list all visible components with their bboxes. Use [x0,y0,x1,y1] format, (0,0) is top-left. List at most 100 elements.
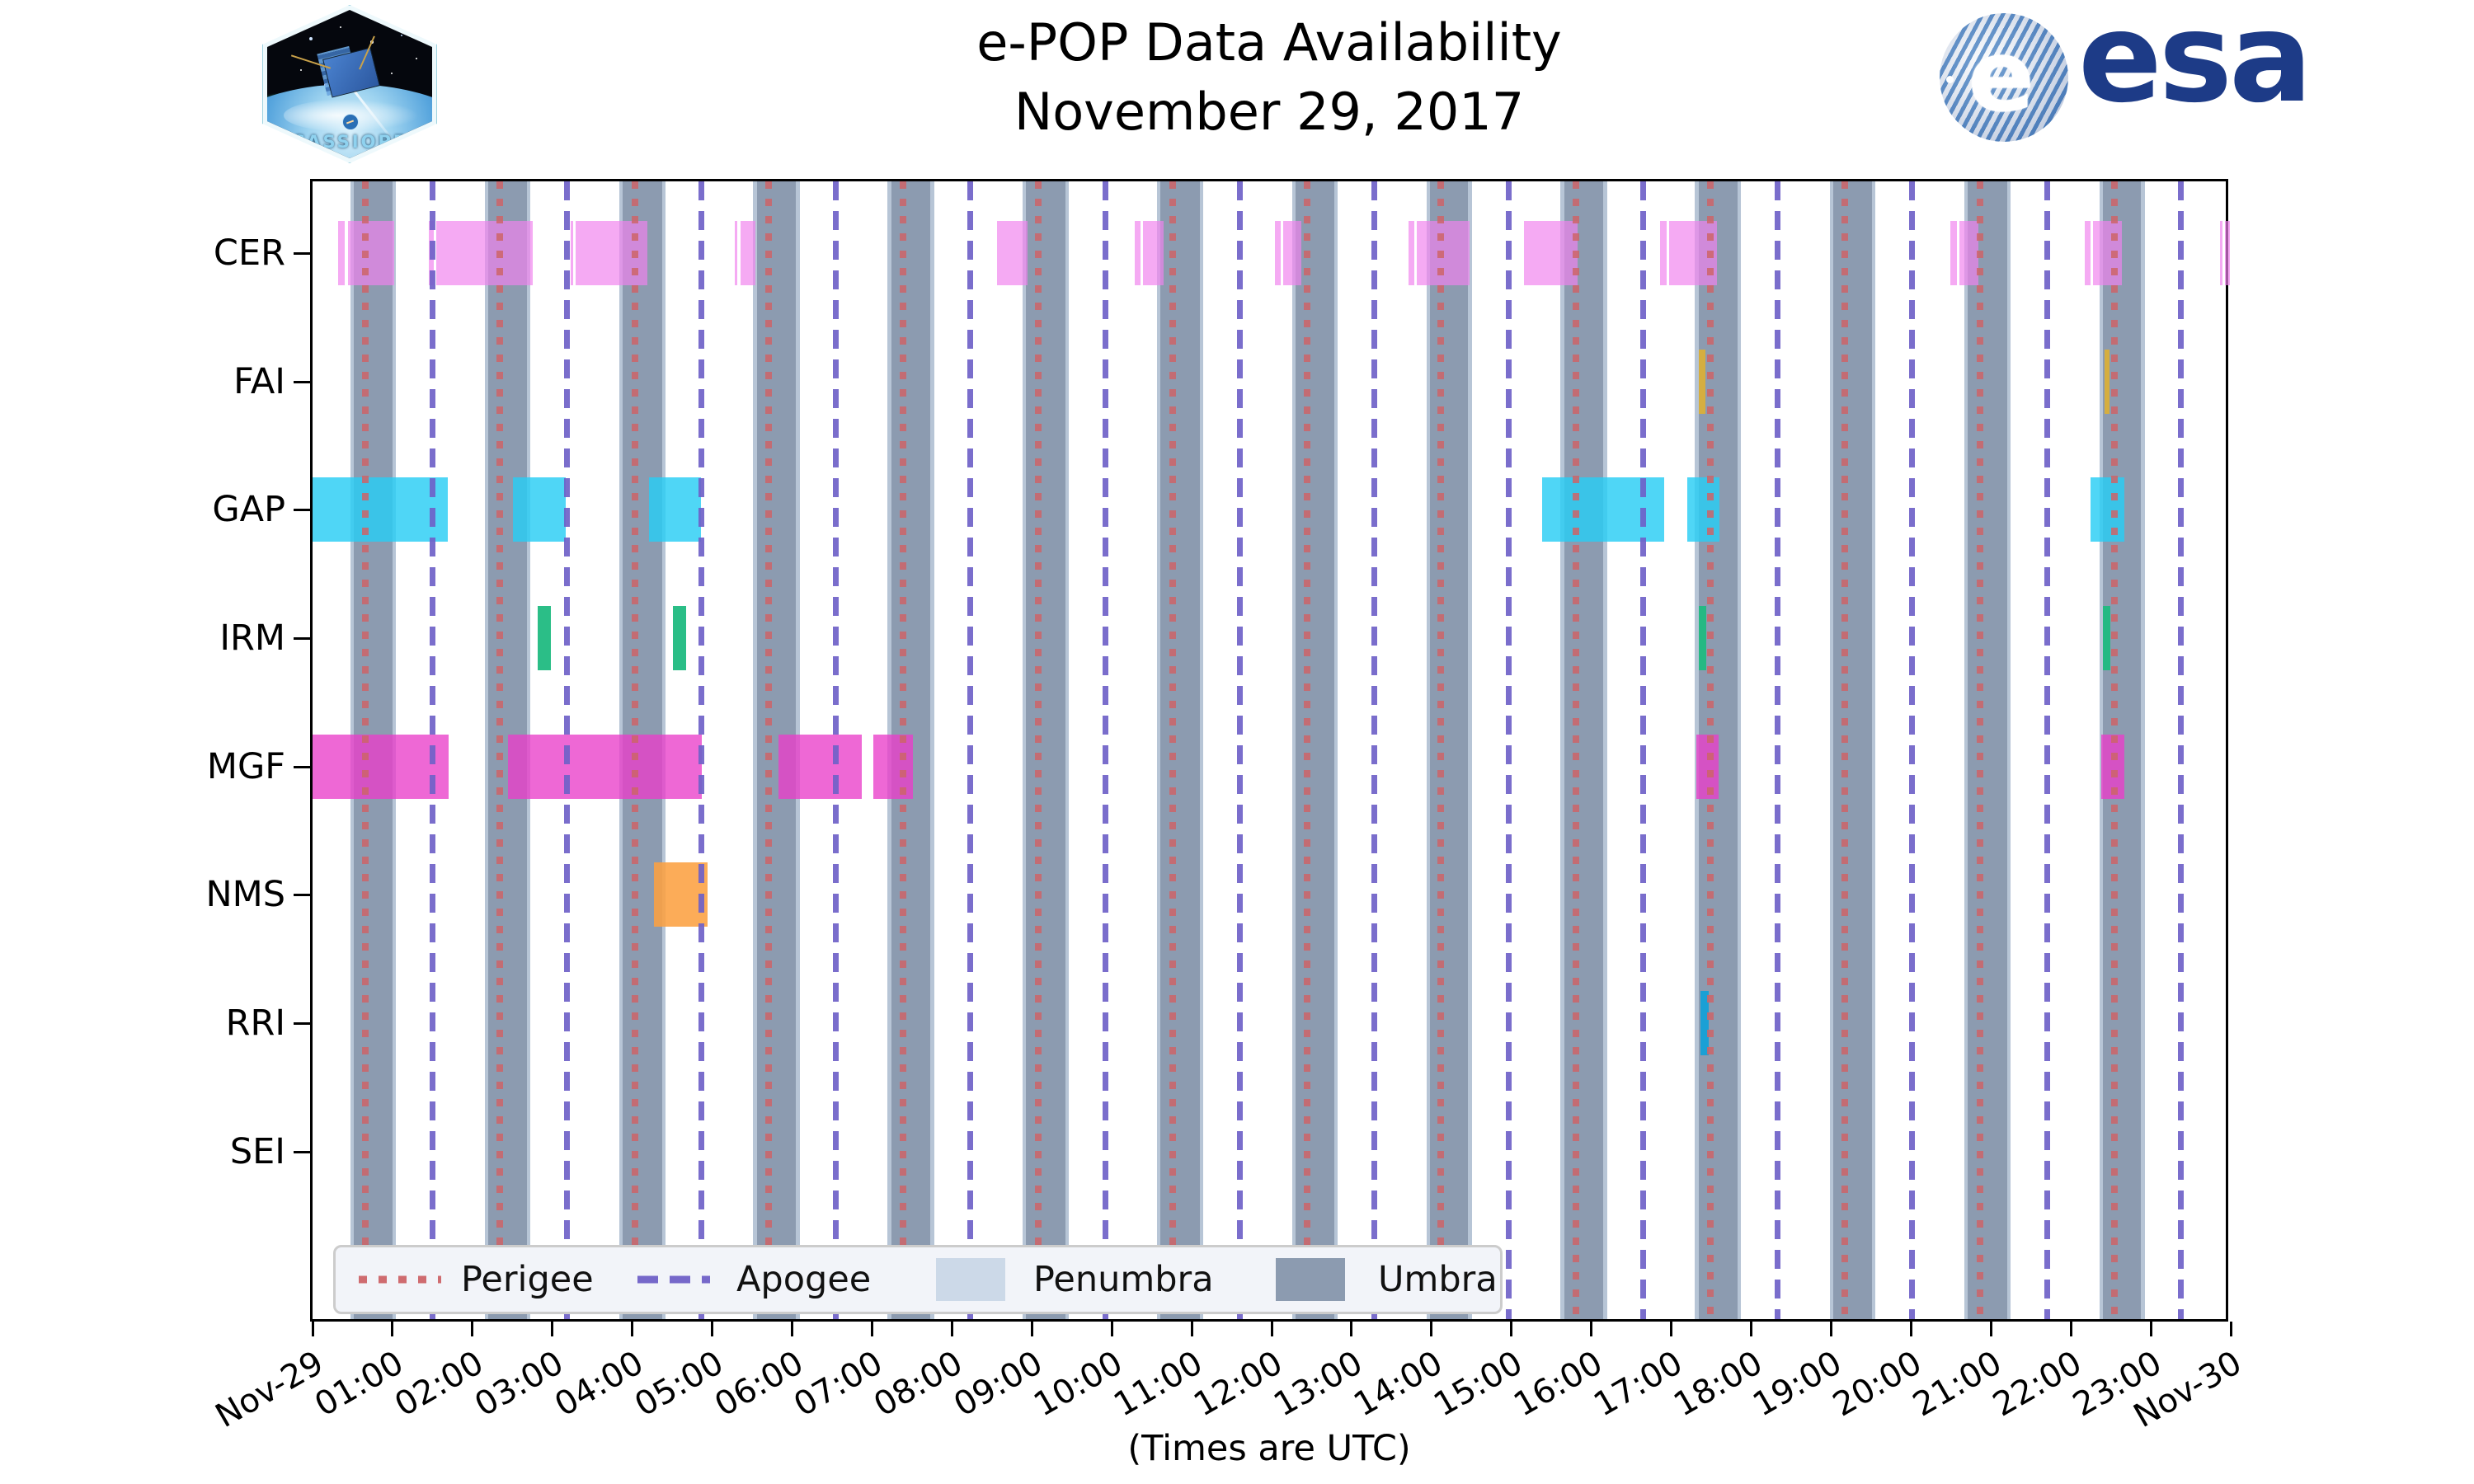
apogee-line [1371,181,1377,1319]
x-tick-mark [2229,1322,2232,1336]
fai-availability-bar [1698,350,1706,414]
apogee-line [2178,181,2185,1319]
perigee-line [1035,181,1042,1319]
y-axis-label-fai: FAI [233,361,285,402]
apogee-line [1908,181,1915,1319]
cer-availability-bar [2225,221,2231,285]
gap-availability-bar [1686,477,1719,542]
legend-label-penumbra: Penumbra [1033,1259,1214,1300]
y-tick-mark [294,508,310,511]
penumbra-band [2006,181,2011,1319]
penumbra-band [1291,181,1296,1319]
legend-label-apogee: Apogee [736,1259,872,1300]
irm-availability-bar [2102,606,2110,670]
apogee-line [1236,181,1243,1319]
apogee-line [2044,181,2050,1319]
penumbra-patch-swatch [936,1258,1005,1301]
cer-availability-bar [740,221,755,285]
mgf-availability-bar [778,735,862,799]
esa-logo: e esa [1940,0,2401,150]
penumbra-band [1560,181,1564,1319]
irm-availability-bar [673,606,686,670]
x-tick-mark [1030,1322,1033,1336]
apogee-line [563,181,570,1319]
cer-availability-bar [347,221,394,285]
esa-star-icon [1946,76,1954,83]
esa-globe-icon: e [1940,13,2068,142]
apogee-line [833,181,840,1319]
gap-availability-bar [513,477,567,542]
cer-availability-bar [571,221,573,285]
cer-availability-bar [1142,221,1164,285]
penumbra-band [484,181,489,1319]
x-tick-mark [311,1322,314,1336]
x-tick-mark [2069,1322,2072,1336]
y-axis-label-gap: GAP [212,489,285,530]
chart-title-line1: e-POP Data Availability [976,12,1562,73]
cassiope-mission-patch: CASSIOPE [262,5,437,163]
perigee-line-swatch [359,1275,441,1284]
penumbra-band [1426,181,1430,1319]
perigee-line [496,181,503,1319]
nms-availability-bar [653,862,708,927]
y-tick-mark [294,380,310,383]
x-tick-mark [1590,1322,1593,1336]
penumbra-band [2141,181,2145,1319]
x-tick-mark [711,1322,714,1336]
apogee-line-swatch [637,1275,710,1284]
cer-availability-bar [1959,221,1978,285]
y-axis-label-nms: NMS [205,874,285,915]
cer-availability-bar [338,221,345,285]
penumbra-band [753,181,757,1319]
perigee-line [1303,181,1310,1319]
apogee-line [698,181,705,1319]
x-tick-mark [791,1322,793,1336]
x-tick-mark [1350,1322,1353,1336]
x-tick-mark [551,1322,554,1336]
x-tick-mark [1110,1322,1113,1336]
perigee-line [1573,181,1580,1319]
legend-label-perigee: Perigee [461,1259,594,1300]
umbra-patch-swatch [1276,1258,1345,1301]
perigee-line [900,181,907,1319]
chart-title: e-POP Data Availability November 29, 201… [444,8,2094,147]
y-axis-label-irm: IRM [219,618,285,659]
gap-availability-bar [649,477,701,542]
chart-title-line2: November 29, 2017 [1014,82,1525,142]
x-tick-mark [2149,1322,2152,1336]
penumbra-band [1964,181,1968,1319]
x-tick-mark [1670,1322,1673,1336]
penumbra-band [1156,181,1161,1319]
y-tick-mark [294,893,310,896]
y-tick-mark [294,1150,310,1153]
cer-availability-bar [2084,221,2091,285]
umbra-band [1296,181,1334,1319]
cer-availability-bar [734,221,737,285]
agency-badge-icon [342,114,359,130]
perigee-line [1169,181,1176,1319]
perigee-line [631,181,638,1319]
availability-plot-area: Perigee Apogee Penumbra Umbra Nov-29 01:0… [205,179,2248,1435]
cer-availability-bar [436,221,534,285]
fai-availability-bar [2104,350,2109,414]
umbra-band [1968,181,2007,1319]
x-tick-mark [1510,1322,1513,1336]
cer-availability-bar [2093,221,2123,285]
rri-availability-bar [1700,991,1710,1055]
cer-availability-bar [1274,221,1281,285]
y-tick-mark [294,251,310,255]
perigee-line [2110,181,2118,1319]
x-tick-mark [391,1322,394,1336]
cer-availability-bar [1282,221,1301,285]
y-axis-label-mgf: MGF [206,746,285,787]
penumbra-band [1333,181,1338,1319]
x-tick-mark [1829,1322,1832,1336]
x-tick-mark [1989,1322,1992,1336]
perigee-line [1841,181,1848,1319]
gap-availability-bar [2091,477,2125,542]
x-tick-mark [631,1322,634,1336]
y-axis-label-cer: CER [213,232,285,274]
penumbra-band [1468,181,1472,1319]
y-tick-mark [294,1021,310,1025]
irm-availability-bar [538,606,551,670]
